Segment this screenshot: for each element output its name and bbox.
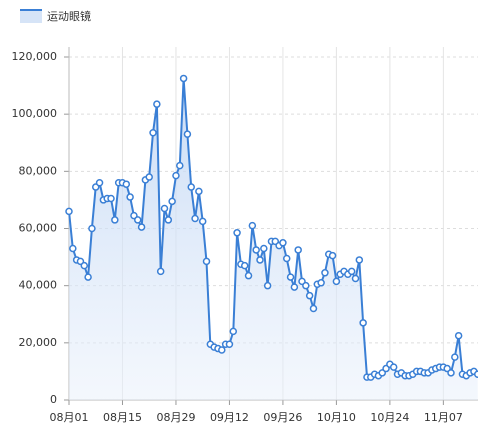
point xyxy=(294,246,302,254)
point xyxy=(153,100,161,108)
point xyxy=(111,216,119,224)
point xyxy=(195,187,203,196)
point xyxy=(168,197,176,206)
point xyxy=(355,256,364,264)
point xyxy=(454,331,463,340)
point xyxy=(183,130,192,138)
point xyxy=(126,193,134,201)
point xyxy=(347,267,356,276)
point xyxy=(447,369,455,377)
y-tick-label: 20,000 xyxy=(19,336,58,349)
point xyxy=(305,291,314,300)
point xyxy=(302,281,310,290)
point xyxy=(88,224,96,233)
point xyxy=(172,171,180,180)
point xyxy=(279,239,287,247)
point xyxy=(359,319,367,327)
point xyxy=(149,128,157,137)
x-tick-label: 08月01 xyxy=(50,411,89,424)
point xyxy=(198,217,207,226)
point xyxy=(317,279,325,287)
point xyxy=(248,221,257,230)
x-tick-label: 09月26 xyxy=(263,411,302,424)
point xyxy=(95,179,104,187)
point xyxy=(107,194,115,203)
point xyxy=(80,261,89,270)
y-tick-label: 40,000 xyxy=(19,279,58,292)
point xyxy=(244,271,253,280)
point xyxy=(137,223,146,231)
y-tick-label: 60,000 xyxy=(19,222,58,235)
point xyxy=(122,180,131,188)
x-tick-label: 08月29 xyxy=(156,411,195,424)
point xyxy=(164,216,173,224)
point xyxy=(252,246,260,254)
point xyxy=(176,161,184,170)
point xyxy=(282,254,291,263)
point xyxy=(156,267,165,276)
y-tick-label: 80,000 xyxy=(19,164,58,177)
point xyxy=(451,353,459,361)
point xyxy=(160,204,169,213)
y-tick-label: 100,000 xyxy=(12,107,58,120)
point xyxy=(290,283,299,291)
point xyxy=(229,327,238,336)
point xyxy=(351,274,360,283)
point xyxy=(240,261,249,270)
legend-label: 运动眼镜 xyxy=(47,9,91,23)
point xyxy=(84,273,92,281)
x-tick-label: 11月07 xyxy=(424,411,463,424)
point xyxy=(179,74,188,83)
area xyxy=(69,78,478,401)
y-tick-label: 0 xyxy=(50,393,57,406)
point xyxy=(69,244,77,253)
point xyxy=(286,273,295,281)
point xyxy=(256,256,264,264)
legend-swatch xyxy=(20,9,42,23)
point xyxy=(260,244,268,253)
point xyxy=(263,281,272,290)
x-tick-label: 10月10 xyxy=(317,411,356,424)
point xyxy=(134,216,142,224)
point xyxy=(321,269,329,277)
point xyxy=(202,257,211,266)
point xyxy=(332,277,341,286)
point xyxy=(191,214,199,223)
point xyxy=(65,207,73,216)
point xyxy=(233,229,241,237)
point xyxy=(328,251,337,260)
point xyxy=(187,183,195,191)
point xyxy=(218,346,226,354)
y-tick-label: 120,000 xyxy=(12,50,58,63)
point xyxy=(309,304,318,313)
point xyxy=(225,340,234,349)
x-tick-label: 08月15 xyxy=(103,411,142,424)
point xyxy=(389,363,398,371)
x-tick-label: 10月24 xyxy=(370,411,409,424)
x-tick-label: 09月12 xyxy=(210,411,249,424)
point xyxy=(145,173,153,181)
